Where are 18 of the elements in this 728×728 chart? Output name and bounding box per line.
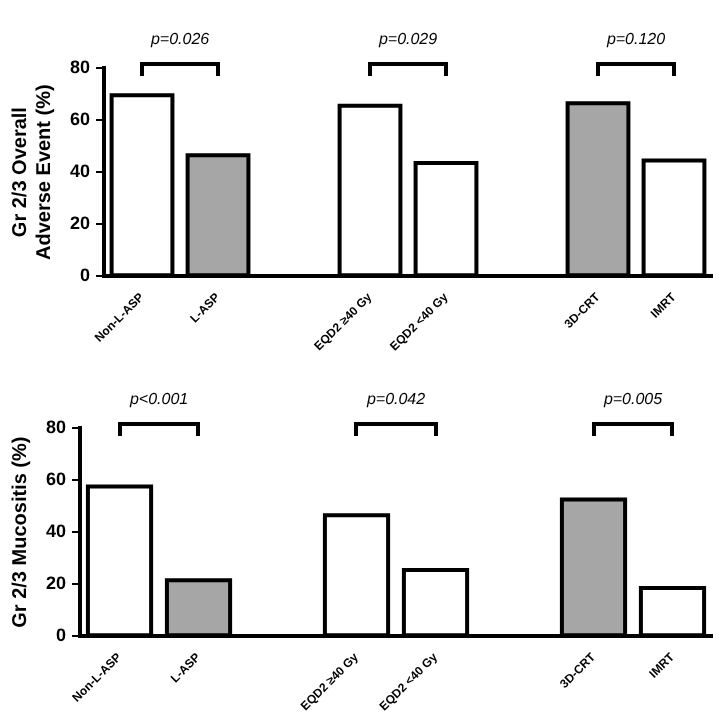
y-tick-label: 80 <box>69 56 91 77</box>
y-axis-title: Gr 2/3 Mucositis (%) <box>9 436 32 628</box>
y-tick-label: 60 <box>45 469 67 490</box>
text: p=0.005 <box>601 390 664 409</box>
text: p=0.042 <box>364 390 427 409</box>
y-tick-label: 60 <box>69 109 91 130</box>
y-tick-label: 20 <box>45 573 67 594</box>
y-tick-label: 20 <box>69 213 91 234</box>
y-tick-label: 0 <box>79 265 91 286</box>
text: p<0.001 <box>127 390 189 409</box>
text: p=0.026 <box>148 30 211 49</box>
text: p=0.029 <box>376 30 439 49</box>
y-tick-label: 40 <box>45 521 67 542</box>
y-axis-title: Gr 2/3 Overall Adverse Event (%) <box>9 84 56 260</box>
y-tick-label: 40 <box>69 161 91 182</box>
y-tick-label: 80 <box>45 416 67 437</box>
text: p=0.120 <box>604 30 667 49</box>
y-tick-label: 0 <box>55 625 67 646</box>
